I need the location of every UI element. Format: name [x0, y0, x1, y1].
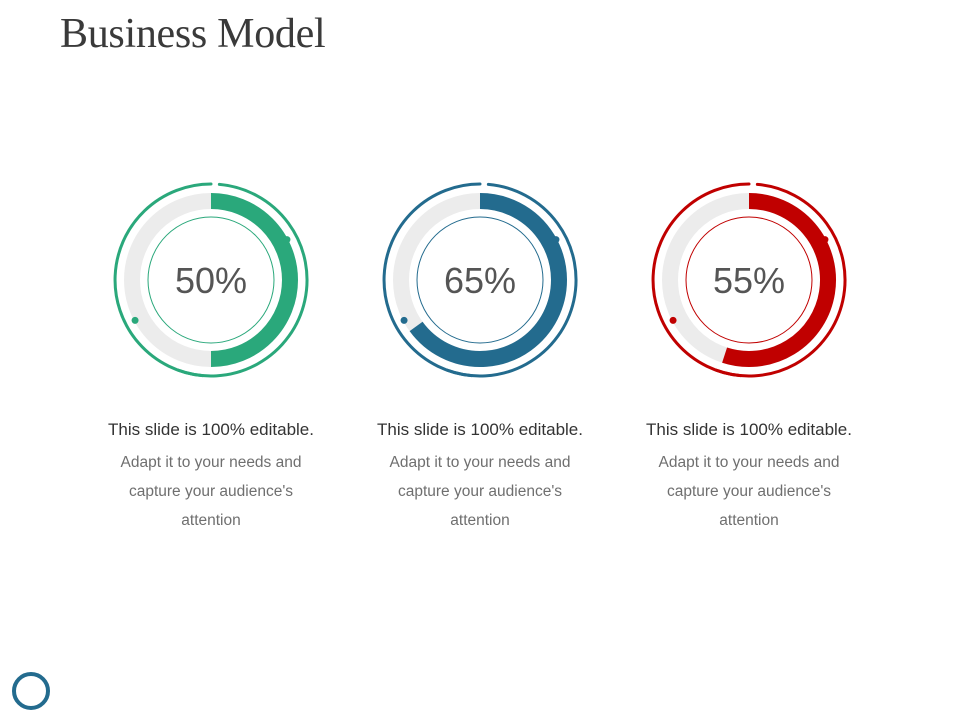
gauge-1-dot-right [283, 236, 291, 244]
gauge-2-outer-arc-left [382, 182, 482, 378]
gauge-1-chart: 50% [113, 182, 309, 378]
gauge-2-value-label: 65% [444, 260, 516, 301]
gauge-3: 55% This slide is 100% editable. Adapt i… [614, 180, 884, 540]
gauge-1-outer-arc-right [176, 182, 309, 378]
gauge-1-outer-arc-left [113, 182, 213, 378]
gauge-1: 50% This slide is 100% editable. Adapt i… [76, 180, 346, 540]
gauge-3-value-label: 55% [713, 260, 785, 301]
gauge-3-dot-left [669, 316, 677, 324]
gauge-3-description: Adapt it to your needs and capture your … [658, 454, 840, 529]
corner-logo-ring-icon [12, 672, 50, 710]
gauge-2-chart: 65% [382, 182, 578, 378]
gauge-2-description: Adapt it to your needs and capture your … [389, 454, 571, 529]
gauge-2-heading: This slide is 100% editable. [376, 420, 583, 439]
corner-logo-ring [12, 672, 50, 710]
gauge-2-dot-left [400, 316, 408, 324]
gauge-3-inner-ring [685, 216, 813, 344]
gauge-3-progress-arc [722, 193, 836, 367]
gauge-2-progress-arc [409, 193, 567, 367]
gauge-3-chart: 55% [651, 182, 847, 378]
slide-title: Business Model [60, 11, 326, 57]
gauge-3-heading: This slide is 100% editable. [645, 420, 852, 439]
gauge-3-outer-arc-right [714, 182, 847, 378]
gauge-2: 65% This slide is 100% editable. Adapt i… [345, 180, 615, 540]
gauge-1-progress-arc [210, 193, 298, 367]
gauge-2-dot-right [552, 236, 560, 244]
gauge-1-heading: This slide is 100% editable. [107, 420, 314, 439]
gauge-3-dot-right [821, 236, 829, 244]
gauge-1-description: Adapt it to your needs and capture your … [120, 454, 302, 529]
gauge-1-value-label: 50% [175, 260, 247, 301]
gauge-1-inner-ring [147, 216, 275, 344]
gauge-2-outer-arc-right [445, 182, 578, 378]
gauge-3-outer-arc-left [651, 182, 751, 378]
gauge-2-inner-ring [416, 216, 544, 344]
gauge-1-dot-left [131, 316, 139, 324]
